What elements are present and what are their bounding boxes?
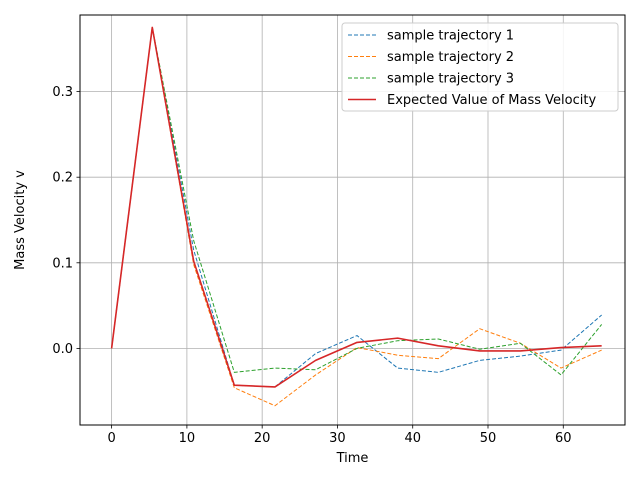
x-tick-label: 0	[107, 431, 115, 446]
legend-label-2: sample trajectory 2	[387, 50, 514, 65]
legend-label-1: sample trajectory 1	[387, 29, 514, 44]
series-group	[110, 26, 603, 407]
y-tick-label: 0.2	[52, 171, 73, 186]
legend-label-3: sample trajectory 3	[387, 72, 514, 87]
y-axis-label: Mass Velocity v	[13, 170, 28, 270]
axes-frame	[79, 14, 626, 426]
x-tick-label: 40	[404, 431, 421, 446]
y-tick-label: 0.3	[52, 85, 73, 100]
x-tick-label: 10	[179, 431, 196, 446]
series-line-3	[111, 26, 603, 376]
legend-box	[341, 22, 619, 112]
x-tick-label: 20	[254, 431, 271, 446]
y-tick-label: 0.0	[52, 342, 73, 357]
series-line-4	[110, 26, 602, 388]
x-axis-label: Time	[336, 451, 369, 466]
legend-label-4: Expected Value of Mass Velocity	[387, 93, 596, 108]
series-line-1	[111, 26, 602, 388]
legend: sample trajectory 1 sample trajectory 2 sa…	[341, 22, 619, 112]
x-tick-label: 50	[480, 431, 497, 446]
x-tick-label: 60	[555, 431, 572, 446]
x-tick-label: 30	[329, 431, 346, 446]
axis-ticks: 0 10 20 30 40 50 60 0.0 0.1 0.2 0.3	[52, 85, 571, 446]
y-tick-label: 0.1	[52, 256, 73, 271]
